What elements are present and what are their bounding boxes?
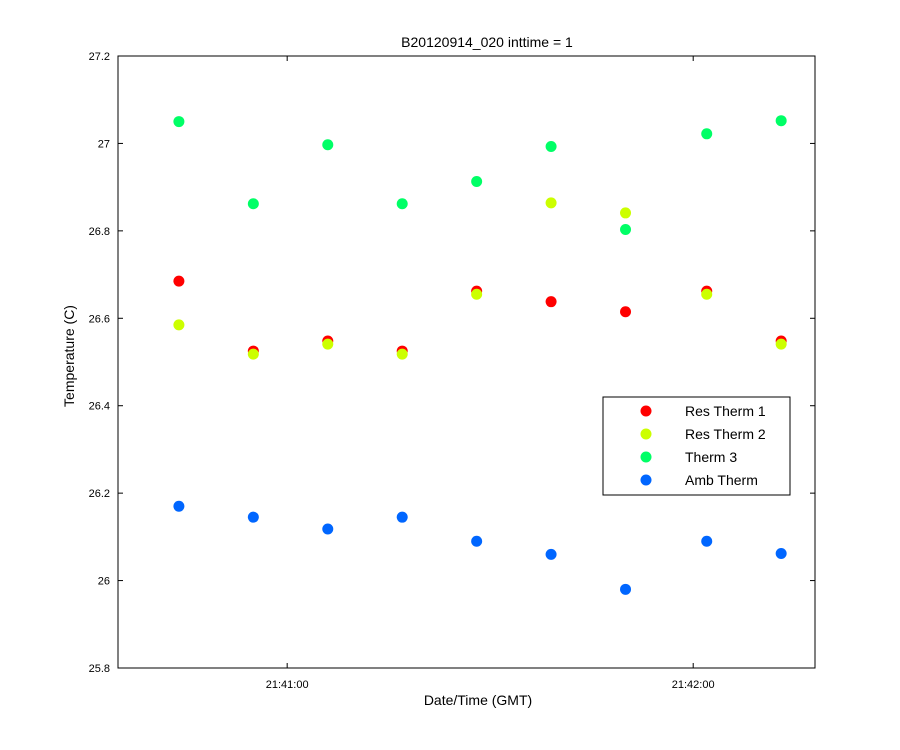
point-res-therm-2 — [247, 348, 259, 360]
point-res-therm-2 — [322, 338, 334, 350]
point-therm-3 — [620, 224, 632, 236]
point-amb-therm — [247, 511, 259, 523]
point-amb-therm — [173, 500, 185, 512]
legend-box — [602, 396, 791, 496]
point-therm-3 — [173, 116, 185, 128]
point-res-therm-2 — [620, 207, 632, 219]
y-tick-label: 26.8 — [89, 226, 110, 238]
point-therm-3 — [471, 175, 483, 187]
y-tick-label: 26.4 — [89, 401, 110, 413]
y-tick-label: 27.2 — [89, 51, 110, 63]
data-points — [173, 115, 787, 595]
y-tick-label: 25.8 — [89, 663, 110, 675]
point-therm-3 — [545, 140, 557, 152]
chart-title: B20120914_020 inttime = 1 — [401, 34, 573, 50]
point-amb-therm — [322, 523, 334, 535]
y-tick-label: 26 — [98, 576, 110, 588]
point-amb-therm — [620, 583, 632, 595]
plot-area — [117, 55, 816, 669]
point-res-therm-1 — [173, 275, 185, 287]
x-axis-label: Date/Time (GMT) — [424, 692, 532, 708]
point-therm-3 — [396, 198, 408, 210]
legend-marker-res-therm-2 — [640, 428, 652, 440]
y-axis-label: Temperature (C) — [61, 305, 77, 407]
point-res-therm-2 — [545, 197, 557, 209]
point-therm-3 — [775, 115, 787, 127]
point-amb-therm — [701, 535, 713, 547]
point-res-therm-2 — [471, 288, 483, 300]
point-therm-3 — [701, 128, 713, 140]
legend-marker-amb-therm — [640, 474, 652, 486]
x-axis: 21:41:00 21:42:00 — [266, 56, 715, 691]
legend: Res Therm 1 Res Therm 2 Therm 3 Amb Therm — [602, 396, 791, 496]
legend-label-amb-therm: Amb Therm — [685, 472, 758, 488]
point-res-therm-2 — [775, 338, 787, 350]
y-axis: 25.8 26 26.2 26.4 26.6 26.8 27 27.2 — [89, 51, 815, 675]
legend-label-res-therm-2: Res Therm 2 — [685, 426, 766, 442]
legend-label-therm-3: Therm 3 — [685, 449, 737, 465]
point-res-therm-1 — [620, 306, 632, 318]
point-res-therm-2 — [396, 348, 408, 360]
x-tick-label: 21:42:00 — [672, 679, 715, 691]
point-res-therm-2 — [173, 319, 185, 331]
legend-label-res-therm-1: Res Therm 1 — [685, 403, 766, 419]
y-tick-label: 27 — [98, 138, 110, 150]
point-amb-therm — [775, 547, 787, 559]
y-tick-label: 26.2 — [89, 488, 110, 500]
point-therm-3 — [322, 139, 334, 151]
point-res-therm-2 — [701, 288, 713, 300]
point-therm-3 — [247, 198, 259, 210]
point-amb-therm — [396, 511, 408, 523]
point-res-therm-1 — [545, 296, 557, 308]
legend-marker-res-therm-1 — [640, 405, 652, 417]
point-amb-therm — [545, 548, 557, 560]
legend-marker-therm-3 — [640, 451, 652, 463]
point-amb-therm — [471, 535, 483, 547]
x-tick-label: 21:41:00 — [266, 679, 309, 691]
y-tick-label: 26.6 — [89, 313, 110, 325]
